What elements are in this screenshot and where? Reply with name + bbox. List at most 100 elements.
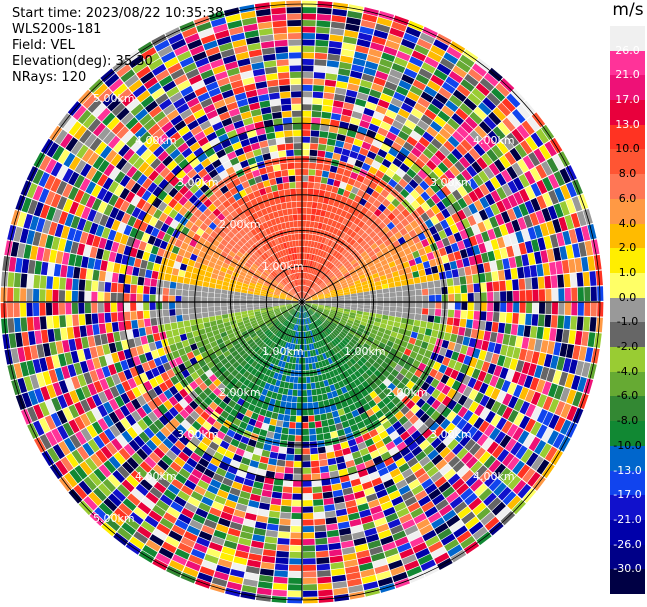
gate-cell [59,277,66,290]
gate-cell [357,367,365,375]
gate-cell [362,13,378,23]
gate-cell [441,356,451,367]
gate-cell [279,303,286,306]
gate-cell [292,343,296,351]
gate-cell [452,201,462,212]
gate-cell [373,76,386,87]
gate-cell [419,32,435,44]
gate-cell [305,304,310,309]
gate-cell [224,325,232,332]
gate-cell [266,306,273,310]
gate-cell [209,426,219,436]
gate-cell [234,372,243,381]
gate-cell [328,125,339,134]
gate-cell [577,193,589,210]
gate-cell [253,392,261,400]
gate-cell [231,481,243,491]
gate-cell [382,263,390,271]
gate-cell [246,338,254,345]
gate-cell [381,174,392,184]
gate-cell [122,498,137,512]
gate-cell [375,238,384,247]
gate-cell [310,214,316,222]
gate-cell [377,297,384,302]
gate-cell [406,62,421,73]
gate-cell [391,207,401,217]
gate-cell [324,190,331,198]
gate-cell [15,257,23,273]
gate-cell [405,26,421,38]
gate-cell [372,199,382,208]
gate-cell [414,467,426,479]
gate-cell [302,480,312,487]
gate-cell [249,256,256,263]
gate-cell [303,266,306,273]
gate-cell [317,570,331,578]
gate-cell [108,78,124,93]
gate-cell [433,69,448,81]
gate-cell [164,171,176,183]
gate-cell [459,276,467,285]
gate-cell [297,318,300,325]
gate-cell [178,468,191,479]
gate-cell [415,295,423,302]
gate-cell [348,282,355,287]
gate-cell [547,430,560,446]
gate-cell [80,413,91,427]
gate-cell [313,321,318,328]
gate-cell [154,219,164,230]
gate-cell [316,202,323,210]
gate-cell [124,74,139,88]
gate-cell [296,305,300,311]
gate-cell [435,459,448,471]
gate-cell [499,312,506,323]
gate-cell [131,386,142,398]
gate-cell [281,318,287,324]
gate-cell [183,430,194,441]
gate-cell [487,130,501,144]
gate-cell [92,235,101,248]
gate-cell [379,274,387,281]
gate-cell [163,362,172,372]
gate-cell [441,339,450,349]
gate-cell [233,432,243,442]
gate-cell [291,323,295,330]
gate-cell [302,461,311,468]
gate-cell [78,314,86,326]
gate-cell [378,391,387,401]
gate-cell [280,512,291,519]
gate-cell [433,39,449,52]
gate-cell [315,278,321,284]
gate-cell [308,234,313,241]
gate-cell [330,332,337,339]
gate-cell [328,255,335,262]
gate-cell [302,474,312,481]
gate-cell [260,309,267,313]
gate-cell [468,389,479,401]
gate-cell [570,212,581,228]
gate-cell [165,535,180,548]
gate-cell [165,330,173,339]
gate-cell [364,156,374,166]
gate-cell [138,353,148,364]
gate-cell [432,232,441,242]
gate-cell [83,348,92,360]
gate-cell [174,180,185,191]
gate-cell [216,319,224,325]
gate-cell [464,439,476,452]
gate-cell [456,240,466,251]
gate-cell [347,83,360,92]
gate-cell [323,330,329,337]
gate-cell [336,367,343,375]
gate-cell [286,314,292,320]
gate-cell [214,333,222,341]
gate-cell [364,438,375,447]
gate-cell [10,348,20,364]
gate-cell [50,193,62,208]
gate-cell [17,347,26,362]
gate-cell [389,248,398,256]
gate-cell [175,254,184,263]
gate-cell [228,575,244,585]
gate-cell [517,430,530,445]
gate-cell [449,496,464,509]
